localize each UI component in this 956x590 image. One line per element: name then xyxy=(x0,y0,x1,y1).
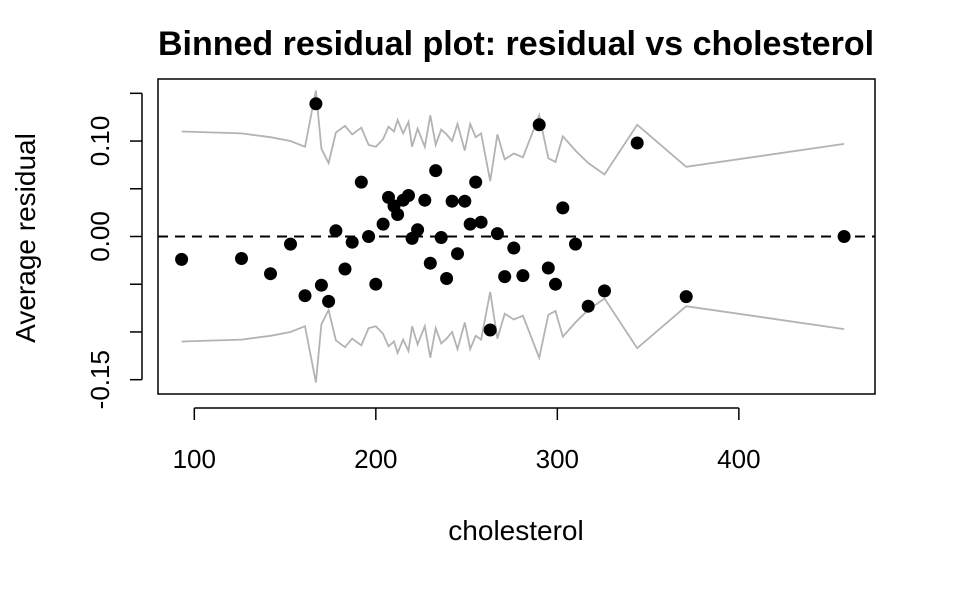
data-point xyxy=(175,252,189,266)
data-point xyxy=(516,269,530,283)
x-axis: 100 200 300 400 xyxy=(173,407,761,474)
data-point xyxy=(440,272,454,285)
y-tick-label: 0.00 xyxy=(85,211,115,262)
data-point xyxy=(235,252,248,265)
bounds-layer xyxy=(181,90,845,383)
data-point xyxy=(598,284,611,298)
y-axis: -0.15 0.00 0.10 xyxy=(85,92,143,409)
x-tick-label: 400 xyxy=(717,444,760,474)
data-point xyxy=(369,277,383,291)
data-point xyxy=(474,215,488,229)
data-point xyxy=(423,256,437,270)
data-point xyxy=(329,224,343,238)
data-point xyxy=(322,294,336,308)
data-point xyxy=(314,278,328,292)
data-point xyxy=(507,241,521,255)
upper-bound-line xyxy=(181,90,845,182)
data-point xyxy=(298,289,312,303)
data-point xyxy=(354,175,368,189)
data-point xyxy=(532,118,546,132)
data-point xyxy=(434,231,448,244)
data-point xyxy=(362,230,376,243)
data-point xyxy=(556,201,570,215)
y-tick-label: 0.10 xyxy=(85,116,115,167)
y-tick-label: -0.15 xyxy=(85,350,115,409)
data-point xyxy=(309,97,323,111)
data-point xyxy=(418,193,432,207)
x-axis-label: cholesterol xyxy=(448,515,583,546)
data-point xyxy=(490,227,504,241)
data-point xyxy=(498,270,512,284)
data-point xyxy=(541,261,555,275)
points-layer xyxy=(175,97,851,337)
data-point xyxy=(376,217,390,231)
y-axis-label: Average residual xyxy=(10,133,41,343)
data-point xyxy=(284,237,297,251)
data-point xyxy=(458,194,472,208)
data-point xyxy=(391,208,405,221)
data-point xyxy=(338,262,352,276)
data-point xyxy=(402,189,415,202)
x-tick-label: 200 xyxy=(354,444,397,474)
data-point xyxy=(429,164,443,178)
data-point xyxy=(411,223,425,237)
data-point xyxy=(445,194,459,208)
data-point xyxy=(463,217,477,231)
data-point xyxy=(345,235,359,249)
data-point xyxy=(679,290,693,304)
lower-bound-line xyxy=(181,291,845,383)
data-point xyxy=(264,267,277,281)
x-tick-label: 300 xyxy=(536,444,579,474)
data-point xyxy=(483,323,497,337)
data-point xyxy=(451,247,464,261)
data-point xyxy=(549,277,562,291)
data-point xyxy=(469,175,483,189)
chart-title: Binned residual plot: residual vs choles… xyxy=(158,25,874,63)
x-tick-label: 100 xyxy=(173,444,216,474)
data-point xyxy=(569,237,582,251)
data-point xyxy=(581,299,595,313)
data-point xyxy=(837,230,851,243)
data-point xyxy=(630,136,644,150)
